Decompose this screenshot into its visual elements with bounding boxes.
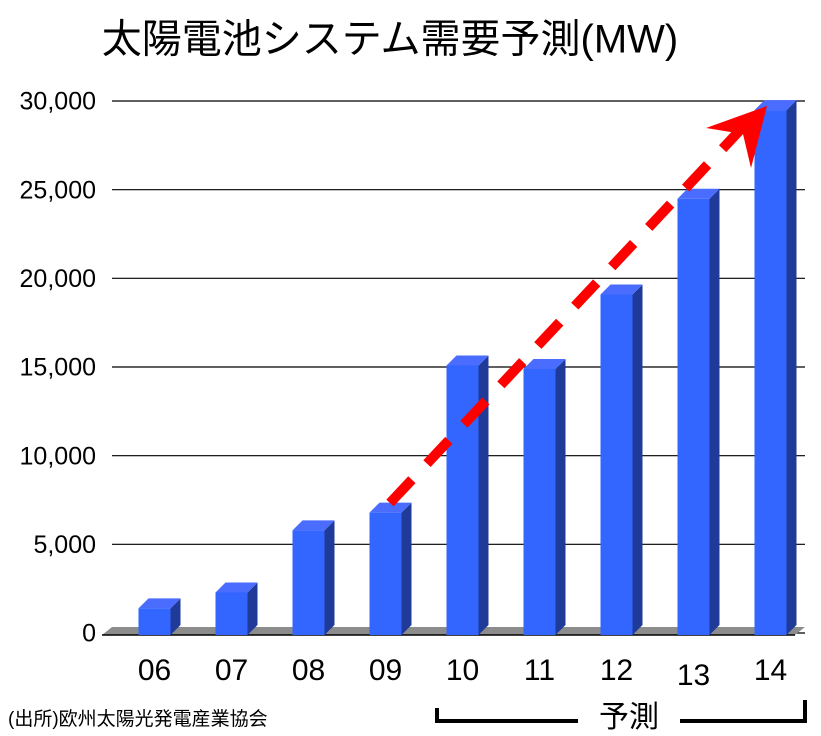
x-tick-label: 14: [754, 654, 787, 687]
bracket-right: [680, 700, 807, 723]
bar: [292, 520, 335, 635]
bar-front: [215, 592, 248, 635]
chart-title: 太陽電池システム需要予測(MW): [102, 18, 679, 62]
bar-top: [600, 284, 643, 295]
bar: [677, 188, 720, 635]
bar: [523, 359, 566, 635]
y-tick-label: 0: [82, 620, 96, 648]
x-tick-label: 07: [215, 654, 248, 687]
x-tick-label: 11: [524, 654, 555, 687]
y-tick-label: 10,000: [20, 442, 96, 470]
bar-side: [170, 598, 181, 635]
bar: [369, 502, 412, 635]
bar: [446, 355, 489, 635]
bar-side: [632, 284, 643, 635]
bar-side: [478, 355, 489, 635]
bar-side: [555, 359, 566, 635]
bar: [138, 598, 181, 635]
bar-top: [292, 520, 335, 531]
forecast-bracket: [435, 700, 807, 723]
bar-front: [677, 198, 710, 635]
bar-top: [677, 188, 720, 199]
bar: [600, 284, 643, 635]
x-tick-label: 10: [446, 654, 479, 687]
trend-arrow: [386, 106, 767, 507]
bar-front: [446, 365, 479, 635]
bracket-left: [435, 708, 578, 723]
bar-front: [754, 110, 787, 636]
y-tick-label: 20,000: [20, 265, 96, 293]
bar-top: [369, 502, 412, 513]
trend-arrowhead: [706, 106, 767, 168]
bar-top: [523, 359, 566, 369]
source-note: (出所)欧州太陽光発電産業協会: [8, 708, 268, 730]
bar-front: [292, 530, 325, 635]
bar-side: [786, 100, 797, 636]
bar: [754, 100, 797, 636]
bar-front: [523, 369, 556, 635]
bar-side: [324, 520, 335, 635]
bar-side: [247, 582, 258, 635]
x-tick-label: 06: [138, 654, 171, 687]
x-tick-label: 13: [677, 659, 710, 692]
bar-front: [369, 512, 402, 635]
y-tick-label: 25,000: [20, 176, 96, 204]
bar-side: [401, 502, 412, 635]
bar-side: [709, 188, 720, 635]
x-tick-label: 09: [369, 654, 402, 687]
trend-line: [386, 124, 746, 507]
bar: [215, 582, 258, 635]
x-tick-label: 12: [600, 654, 633, 687]
bar-top: [138, 598, 181, 609]
bar-front: [600, 294, 633, 635]
x-tick-label: 08: [292, 654, 325, 687]
y-tick-label: 15,000: [20, 354, 96, 382]
y-tick-label: 5,000: [33, 531, 96, 559]
bar-top: [446, 355, 489, 366]
bar-front: [138, 608, 171, 635]
bar-top: [215, 582, 258, 593]
forecast-label: 予測: [599, 701, 659, 734]
y-tick-label: 30,000: [20, 88, 96, 116]
